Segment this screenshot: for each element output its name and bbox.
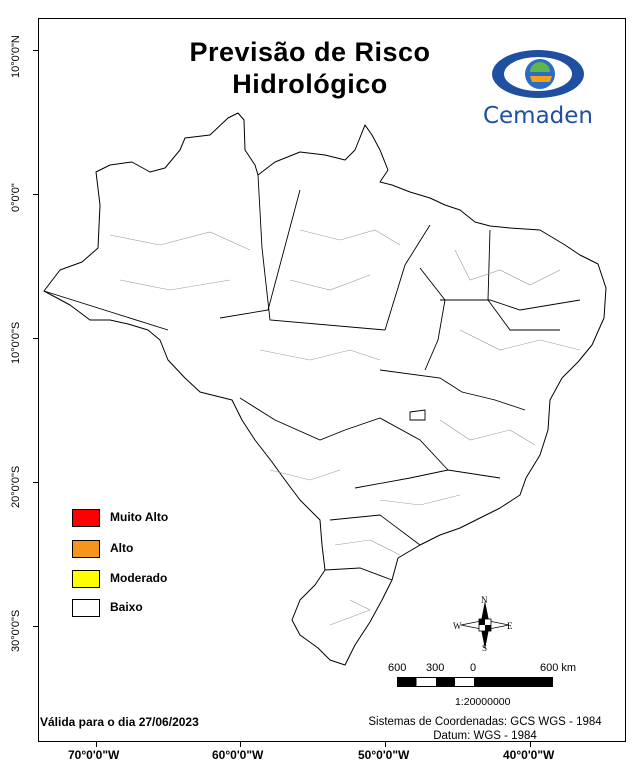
lat-label-10n: 10°0'0"N: [10, 35, 22, 78]
legend-swatch-muito-alto: [72, 509, 100, 527]
cemaden-logo-icon: [492, 50, 584, 98]
compass-e: E: [507, 621, 513, 631]
brazil-outline: [43, 112, 607, 666]
lat-label-30s: 30°0'0"S: [10, 609, 22, 652]
title-line-1: Previsão de Risco: [189, 37, 431, 67]
title-line-2: Hidrológico: [232, 69, 388, 99]
coord-line-1: Sistemas de Coordenadas: GCS WGS - 1984: [368, 716, 602, 728]
scale-ratio: 1:20000000: [455, 696, 511, 708]
map-title: Previsão de Risco Hidrológico: [150, 36, 470, 100]
legend-label: Moderado: [110, 571, 168, 585]
legend-label: Baixo: [110, 600, 143, 614]
scale-bar: [397, 677, 553, 687]
legend-swatch-baixo: [72, 599, 100, 617]
lat-label-10s: 10°0'0"S: [10, 321, 22, 364]
compass-rose-icon: [460, 601, 510, 649]
lat-tick: [33, 50, 39, 51]
lon-label-60w: 60°0'0"W: [212, 748, 264, 762]
scale-label-600km: 600 km: [540, 662, 577, 674]
compass-n: N: [481, 595, 488, 605]
legend-swatch-alto: [72, 540, 100, 558]
logo-text: Cemaden: [482, 103, 594, 129]
legend-swatch-moderado: [72, 570, 100, 588]
legend-label: Muito Alto: [110, 510, 169, 524]
scale-label-0: 0: [470, 662, 477, 674]
lon-tick: [96, 741, 97, 747]
lat-tick: [33, 194, 39, 195]
legend-label: Alto: [110, 541, 134, 555]
lon-tick: [385, 741, 386, 747]
compass-w: W: [453, 621, 462, 631]
compass-s: S: [482, 643, 488, 653]
lon-label-70w: 70°0'0"W: [68, 748, 120, 762]
lat-tick: [33, 626, 39, 627]
lon-tick: [240, 741, 241, 747]
scale-label-300: 300: [426, 662, 445, 674]
lat-label-20s: 20°0'0"S: [10, 465, 22, 508]
lat-tick: [33, 338, 39, 339]
lon-label-40w: 40°0'0"W: [503, 748, 555, 762]
lon-tick: [530, 741, 531, 747]
valid-date-text: Válida para o dia 27/06/2023: [40, 715, 199, 729]
lat-label-0: 0°0'0": [10, 183, 22, 212]
coordinate-system: Sistemas de Coordenadas: GCS WGS - 1984 …: [355, 715, 615, 743]
lon-label-50w: 50°0'0"W: [358, 748, 410, 762]
scale-label-600: 600: [388, 662, 407, 674]
lat-tick: [33, 482, 39, 483]
coord-line-2: Datum: WGS - 1984: [433, 730, 537, 742]
